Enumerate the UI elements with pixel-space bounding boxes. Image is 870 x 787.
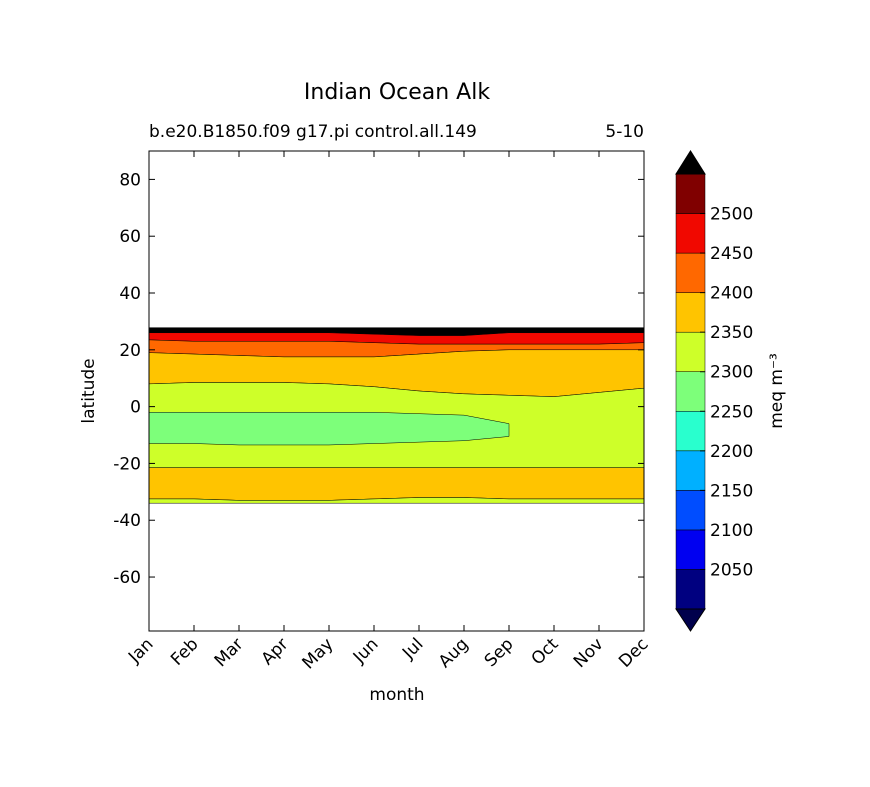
x-tick-label: Mar <box>211 634 248 671</box>
colorbar-tick-label: 2050 <box>710 560 753 580</box>
x-tick-label: Aug <box>435 634 473 672</box>
plot-frame <box>148 150 645 632</box>
x-tick-label: Sep <box>481 634 518 671</box>
x-tick-label: May <box>299 634 338 673</box>
colorbar-segment <box>675 331 706 372</box>
x-tick-label: Feb <box>167 634 202 669</box>
colorbar-extend-high <box>675 150 706 175</box>
contour-band <box>148 412 510 446</box>
x-tick-label: Dec <box>615 634 652 671</box>
colorbar-segment <box>675 173 706 214</box>
colorbar-segment <box>675 371 706 412</box>
colorbar-tick-label: 2100 <box>710 521 753 541</box>
chart-title: Indian Ocean Alk <box>304 80 490 105</box>
colorbar-segment <box>675 490 706 531</box>
x-axis-label: month <box>369 685 424 705</box>
colorbar-tick-label: 2150 <box>710 481 753 501</box>
colorbar-segment <box>675 529 706 570</box>
subtitle-left: b.e20.B1850.f09 g17.pi control.all.149 <box>149 122 477 142</box>
colorbar-label: meq m⁻³ <box>767 353 787 429</box>
y-tick-label: 20 <box>119 341 141 361</box>
y-tick-label: 80 <box>119 170 141 190</box>
colorbar-extend-low <box>675 608 706 632</box>
x-tick-label: Jul <box>398 634 427 663</box>
colorbar-segment <box>675 292 706 333</box>
colorbar-segment <box>675 213 706 254</box>
colorbar-tick-label: 2200 <box>710 442 753 462</box>
colorbar-segment <box>675 252 706 293</box>
y-tick-label: 40 <box>119 284 141 304</box>
x-tick-label: Nov <box>570 634 608 672</box>
colorbar-tick-label: 2300 <box>710 363 753 383</box>
colorbar-tick-label: 2350 <box>710 323 753 343</box>
y-tick-label: -60 <box>113 568 141 588</box>
colorbar-tick-label: 2450 <box>710 244 753 264</box>
colorbar-tick-label: 2500 <box>710 205 753 225</box>
y-tick-label: 0 <box>130 398 141 418</box>
x-tick-label: Jan <box>124 634 157 667</box>
y-tick-label: -20 <box>113 454 141 474</box>
colorbar-segment <box>675 450 706 491</box>
colorbar-segment <box>675 569 706 610</box>
subtitle-right: 5-10 <box>605 122 644 142</box>
contour-band <box>148 467 645 501</box>
x-tick-label: Apr <box>258 634 293 669</box>
y-tick-label: -40 <box>113 511 141 531</box>
colorbar-tick-label: 2250 <box>710 402 753 422</box>
colorbar-tick-label: 2400 <box>710 284 753 304</box>
x-tick-label: Jun <box>349 634 383 668</box>
y-tick-label: 60 <box>119 227 141 247</box>
colorbar-segment <box>675 411 706 452</box>
y-axis-label: latitude <box>79 358 99 423</box>
x-tick-label: Oct <box>528 634 563 669</box>
